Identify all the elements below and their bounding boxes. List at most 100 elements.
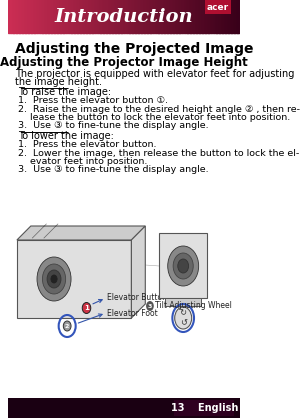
Text: ↻
↺: ↻ ↺ [180,308,187,328]
Bar [98,0,101,33]
Circle shape [146,301,154,311]
Text: Adjusting the Projector Image Height: Adjusting the Projector Image Height [0,56,248,69]
Bar [193,0,197,33]
Text: Introduction: Introduction [54,8,193,26]
Bar [135,0,139,33]
Bar [231,0,235,33]
Circle shape [168,246,199,286]
Bar [234,0,238,33]
Bar [222,0,226,33]
Bar [208,0,212,33]
Bar [40,0,43,33]
Bar [22,0,26,33]
Bar [150,0,153,33]
Bar [28,0,31,33]
Text: 3.  Use ③ to fine-tune the display angle.: 3. Use ③ to fine-tune the display angle. [19,166,209,174]
Polygon shape [131,226,145,318]
Text: 1: 1 [84,305,89,311]
Bar [138,0,142,33]
Bar [211,0,214,33]
Bar [103,0,107,33]
Bar [153,0,156,33]
Bar [118,0,122,33]
Text: 3.  Use ③ to fine-tune the display angle.: 3. Use ③ to fine-tune the display angle. [19,122,209,130]
Bar [37,0,40,33]
Text: 1.  Press the elevator button.: 1. Press the elevator button. [19,140,157,149]
Bar [54,0,58,33]
Bar [94,0,98,33]
Bar [205,0,208,33]
Text: 2.  Raise the image to the desired height angle ② , then re-: 2. Raise the image to the desired height… [19,104,300,114]
Bar [112,0,116,33]
Circle shape [47,270,61,288]
Circle shape [82,303,91,314]
Bar [109,0,113,33]
Polygon shape [17,240,131,318]
Bar [60,0,64,33]
Bar [182,0,185,33]
Circle shape [173,253,193,279]
Bar [219,0,223,33]
Bar [11,0,14,33]
Bar [124,0,127,33]
Bar [77,0,81,33]
Circle shape [42,264,66,294]
Bar [158,0,162,33]
Bar [92,0,95,33]
Bar [100,0,104,33]
Bar [25,0,29,33]
Bar [237,0,240,33]
Bar [188,0,191,33]
Text: 2: 2 [65,324,69,329]
Text: 13    English: 13 English [171,403,238,413]
Polygon shape [17,226,145,240]
Circle shape [63,321,71,331]
Text: Elevator Foot: Elevator Foot [107,308,158,318]
Circle shape [178,259,189,273]
Bar [161,0,165,33]
Bar [63,0,66,33]
Text: evator feet into position.: evator feet into position. [19,157,148,166]
Bar [42,0,46,33]
Bar [190,0,194,33]
Bar [86,0,90,33]
Circle shape [175,307,192,329]
Bar [141,0,145,33]
Bar [34,0,38,33]
Bar [19,0,23,33]
Bar [48,0,52,33]
Circle shape [51,275,57,283]
Bar [8,398,240,418]
Bar [115,0,119,33]
Bar [57,0,61,33]
Bar [176,0,179,33]
Text: 2.  Lower the image, then release the button to lock the el-: 2. Lower the image, then release the but… [19,148,300,158]
Bar [121,0,124,33]
Text: 3: 3 [148,303,152,308]
Bar [173,0,177,33]
Bar [127,0,130,33]
Bar [228,0,232,33]
Bar [155,0,159,33]
Bar [16,0,20,33]
Bar [179,0,182,33]
Bar [165,298,201,306]
Bar [167,0,171,33]
Bar [144,0,148,33]
Bar [80,0,84,33]
Bar [83,0,87,33]
Bar [196,0,200,33]
Text: lease the button to lock the elevator feet into position.: lease the button to lock the elevator fe… [19,113,291,122]
Bar [74,0,78,33]
Bar [14,0,17,33]
Text: 1.  Press the elevator button ①.: 1. Press the elevator button ①. [19,96,169,105]
Bar [170,0,174,33]
Bar [202,0,206,33]
Bar [51,0,55,33]
Bar [68,0,72,33]
Bar [66,0,69,33]
Bar [106,0,110,33]
Bar [174,400,234,416]
Bar [184,0,188,33]
Bar [8,0,11,33]
